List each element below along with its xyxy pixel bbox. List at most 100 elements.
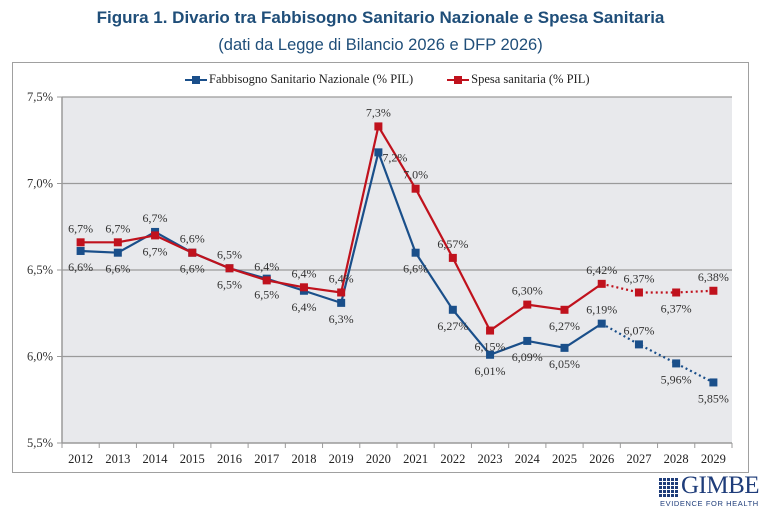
data-label: 6,07% — [623, 323, 654, 337]
logo-grid-cell — [659, 490, 662, 493]
data-label: 5,85% — [698, 391, 729, 405]
data-label: 6,7% — [143, 244, 168, 258]
data-label: 6,27% — [549, 319, 580, 333]
data-point — [374, 148, 383, 157]
x-tick-label: 2018 — [291, 452, 316, 466]
data-point — [560, 305, 569, 314]
data-label: 6,5% — [254, 288, 279, 302]
x-tick-label: 2017 — [254, 452, 279, 466]
y-tick-label: 7,0% — [27, 177, 53, 191]
data-label: 6,57% — [437, 237, 468, 251]
data-label: 6,6% — [68, 260, 93, 274]
data-labels: 6,6% 6,6% 6,7% 6,6% 6,5% 6,5% 6,4% 6,3% 7,2% 6,6%… — [68, 105, 729, 405]
data-point — [448, 253, 457, 262]
data-point — [411, 248, 420, 257]
data-point — [151, 231, 160, 240]
x-tick-label: 2012 — [68, 452, 93, 466]
y-tick-label: 5,5% — [27, 436, 53, 450]
x-tick-label: 2019 — [329, 452, 354, 466]
series-projection-line-1 — [601, 282, 714, 294]
logo-grid-cell — [671, 478, 674, 481]
x-tick-label: 2020 — [366, 452, 391, 466]
x-tick-label: 2028 — [664, 452, 689, 466]
data-point — [113, 238, 122, 247]
data-label: 6,6% — [105, 262, 130, 276]
data-label: 6,15% — [475, 340, 506, 354]
logo-grid-cell — [671, 494, 674, 497]
data-point — [337, 298, 346, 307]
logo-grid-cell — [675, 478, 678, 481]
logo-grid-icon — [659, 478, 678, 497]
data-label: 6,37% — [661, 301, 692, 315]
data-label: 6,7% — [143, 211, 168, 225]
data-label: 6,4% — [254, 259, 279, 273]
legend-label-fabbisogno: Fabbisogno Sanitario Nazionale (% PIL) — [209, 72, 414, 86]
logo-grid-cell — [663, 494, 666, 497]
data-point — [486, 350, 495, 359]
data-label: 6,09% — [512, 350, 543, 364]
data-label: 6,38% — [698, 270, 729, 284]
x-tick-label: 2026 — [589, 452, 614, 466]
logo-name: GIMBE — [681, 472, 760, 499]
legend-item-fabbisogno: Fabbisogno Sanitario Nazionale (% PIL) — [185, 72, 413, 87]
data-point — [597, 279, 606, 288]
data-label: 6,42% — [586, 263, 617, 277]
x-tick-label: 2029 — [701, 452, 726, 466]
data-point — [299, 283, 308, 292]
data-point — [262, 276, 271, 285]
data-point — [411, 184, 420, 193]
gridlines — [62, 96, 732, 358]
data-point — [523, 336, 532, 345]
data-point — [709, 378, 718, 387]
data-label: 6,01% — [475, 364, 506, 378]
data-point — [337, 288, 346, 297]
x-tick-label: 2025 — [552, 452, 577, 466]
data-label: 6,4% — [329, 271, 354, 285]
data-label: 6,30% — [512, 284, 543, 298]
logo-grid-cell — [663, 482, 666, 485]
legend-swatch-fabbisogno — [185, 75, 207, 85]
x-tick-label: 2027 — [626, 452, 651, 466]
logo-grid-cell — [663, 478, 666, 481]
data-label: 5,96% — [661, 372, 692, 386]
chart-legend: Fabbisogno Sanitario Nazionale (% PIL) S… — [185, 72, 590, 87]
logo-tagline: EVIDENCE FOR HEALTH — [660, 499, 759, 508]
logo-grid-cell — [675, 482, 678, 485]
data-label: 7,2% — [382, 150, 407, 164]
logo-grid-cell — [671, 490, 674, 493]
data-point — [672, 359, 681, 368]
data-point — [113, 248, 122, 257]
logo-grid-cell — [667, 482, 670, 485]
data-label: 6,6% — [180, 262, 205, 276]
data-point — [486, 326, 495, 335]
logo-grid-cell — [671, 482, 674, 485]
data-label: 6,27% — [437, 319, 468, 333]
x-tick-label: 2013 — [105, 452, 130, 466]
y-tick-label: 6,5% — [27, 263, 53, 277]
logo-grid-cell — [659, 486, 662, 489]
data-point — [374, 122, 383, 131]
data-point — [225, 264, 234, 273]
logo-grid-cell — [675, 494, 678, 497]
data-point — [560, 343, 569, 352]
logo-grid-cell — [663, 490, 666, 493]
data-label: 6,7% — [68, 221, 93, 235]
data-label: 6,5% — [217, 247, 242, 261]
logo-grid-cell — [675, 490, 678, 493]
x-tick-label: 2016 — [217, 452, 242, 466]
logo-grid-cell — [659, 482, 662, 485]
legend-label-spesa: Spesa sanitaria (% PIL) — [471, 72, 590, 86]
chart-subtitle: (dati da Legge di Bilancio 2026 e DFP 20… — [218, 36, 543, 54]
logo-grid-cell — [675, 486, 678, 489]
data-label: 6,4% — [291, 266, 316, 280]
y-tick-label: 6,0% — [27, 350, 53, 364]
x-tick-label: 2024 — [515, 452, 541, 466]
logo-grid-cell — [667, 494, 670, 497]
data-point — [76, 246, 85, 255]
series-projection-line-0 — [601, 322, 714, 384]
legend-item-spesa: Spesa sanitaria (% PIL) — [447, 72, 590, 87]
data-point — [709, 286, 718, 295]
logo-grid-cell — [667, 490, 670, 493]
logo-grid-cell — [659, 478, 662, 481]
data-label: 6,05% — [549, 357, 580, 371]
